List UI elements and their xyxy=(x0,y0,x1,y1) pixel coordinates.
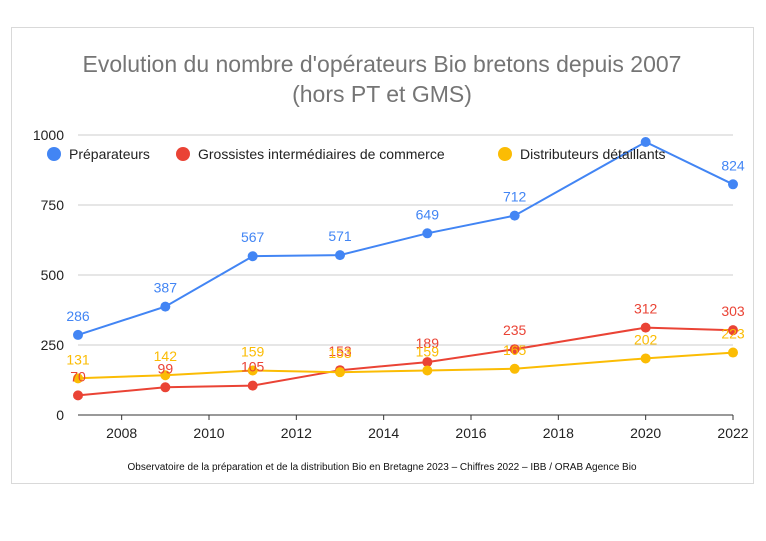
series-line-0 xyxy=(77,140,734,336)
chart-card: Evolution du nombre d'opérateurs Bio bre… xyxy=(11,27,754,484)
data-point xyxy=(640,137,651,147)
data-point xyxy=(247,251,258,262)
data-point xyxy=(509,363,520,374)
data-point xyxy=(422,357,433,368)
data-point xyxy=(509,210,520,221)
source-note: Observatoire de la préparation et de la … xyxy=(127,462,636,473)
line-chart: Evolution du nombre d'opérateurs Bio bre… xyxy=(33,51,749,473)
gridlines xyxy=(78,134,733,346)
data-label: 142 xyxy=(154,348,178,364)
data-point xyxy=(73,390,83,401)
chart-title: Evolution du nombre d'opérateurs Bio bre… xyxy=(83,51,682,77)
y-tick-label: 250 xyxy=(41,337,65,353)
axes: 0 250 500 750 1000 2008 2010 2012 2014 2016 2018 20… xyxy=(33,127,749,441)
x-tick-label: 2022 xyxy=(717,425,748,441)
data-point xyxy=(335,250,345,261)
data-point xyxy=(160,382,171,393)
data-label: 70 xyxy=(70,368,86,384)
data-label: 387 xyxy=(154,280,178,296)
data-point xyxy=(728,179,738,190)
x-tick-label: 2016 xyxy=(455,425,486,441)
legend-label-1: Grossistes intermédiaires de commerce xyxy=(198,146,445,162)
data-label: 99 xyxy=(158,360,174,376)
legend-marker-1 xyxy=(176,147,190,161)
data-point xyxy=(160,370,171,381)
x-tick-label: 2018 xyxy=(543,425,574,441)
data-label: 159 xyxy=(416,343,440,359)
series-line-2 xyxy=(77,351,734,380)
data-points xyxy=(73,137,738,401)
data-label: 223 xyxy=(721,326,745,342)
legend-marker-0 xyxy=(47,147,61,161)
data-label: 235 xyxy=(503,322,527,338)
data-label: 131 xyxy=(66,351,90,367)
x-tick-label: 2014 xyxy=(368,425,399,441)
data-point xyxy=(422,365,433,376)
data-label: 824 xyxy=(721,157,745,173)
data-label: 189 xyxy=(416,335,440,351)
data-point xyxy=(640,353,651,364)
data-label: 712 xyxy=(503,189,527,205)
data-labels: 286 387 567 571 649 712 824 70 99 105 153 189 235 312… xyxy=(66,157,745,384)
data-point xyxy=(728,325,738,336)
data-label: 303 xyxy=(721,303,745,319)
data-label: 567 xyxy=(241,229,265,245)
series-lines xyxy=(77,140,734,397)
legend-label-2: Distributeurs détaillants xyxy=(520,146,666,162)
data-label: 165 xyxy=(503,342,527,358)
y-tick-label: 0 xyxy=(56,407,64,423)
x-tick-label: 2010 xyxy=(193,425,224,441)
legend-label-0: Préparateurs xyxy=(69,146,150,162)
data-point xyxy=(73,373,83,384)
chart-subtitle: (hors PT et GMS) xyxy=(292,81,472,107)
series-line-1 xyxy=(77,326,734,397)
data-label: 153 xyxy=(328,343,352,359)
data-label: 312 xyxy=(634,301,658,317)
x-tick-label: 2012 xyxy=(281,425,312,441)
data-label: 571 xyxy=(328,228,352,244)
y-tick-label: 500 xyxy=(41,267,65,283)
data-label: 153 xyxy=(328,345,352,361)
data-point xyxy=(728,347,738,358)
y-tick-label: 1000 xyxy=(33,127,64,143)
data-label: 649 xyxy=(416,206,440,222)
data-label: 286 xyxy=(66,308,90,324)
data-point xyxy=(247,365,258,376)
data-label: 202 xyxy=(634,331,658,347)
legend-marker-2 xyxy=(498,147,512,161)
x-tick-label: 2020 xyxy=(630,425,661,441)
y-tick-label: 750 xyxy=(41,197,65,213)
data-point xyxy=(640,322,651,333)
data-point xyxy=(509,344,520,355)
data-point xyxy=(73,329,83,340)
x-tick-label: 2008 xyxy=(106,425,137,441)
data-point xyxy=(160,301,171,312)
data-label: 159 xyxy=(241,343,265,359)
data-point xyxy=(247,380,258,391)
data-point xyxy=(422,228,433,239)
data-label: 105 xyxy=(241,359,265,375)
data-point xyxy=(335,367,345,378)
legend: Préparateurs Grossistes intermédiaires de… xyxy=(47,146,666,162)
